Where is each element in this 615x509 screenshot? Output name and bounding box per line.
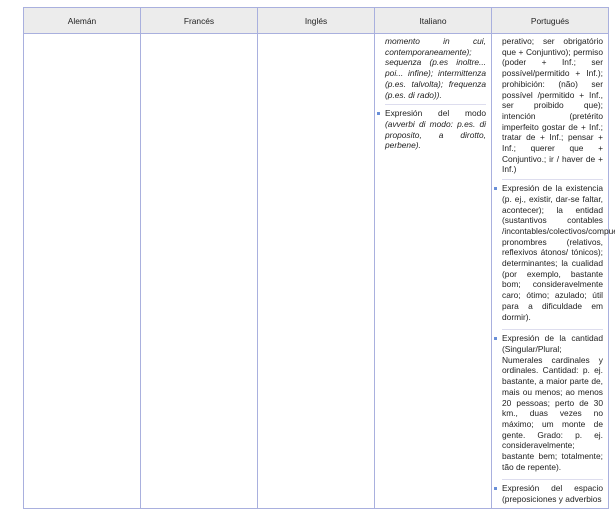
language-table: Alemán Francés Inglés Italiano Portugués…	[23, 7, 615, 509]
cell-italiano: momento in cui, contemporaneamente); seq…	[374, 33, 492, 509]
header-frances: Francés	[140, 7, 258, 34]
cell-aleman	[23, 33, 141, 509]
header-ingles: Inglés	[257, 7, 375, 34]
table-row: momento in cui, contemporaneamente); seq…	[23, 33, 615, 509]
header-row: Alemán Francés Inglés Italiano Portugués	[23, 7, 609, 34]
list-item: Expresión de la existencia (p. ej., exis…	[494, 179, 615, 325]
header-portugues: Portugués	[491, 7, 609, 34]
header-aleman: Alemán	[23, 7, 141, 34]
italiano-continued: momento in cui, contemporaneamente); seq…	[385, 36, 486, 100]
list-item: Expresión de la cantidad (Singular/Plura…	[494, 329, 603, 475]
portugues-continued: perativo; ser obrigatório que + Conjunti…	[502, 36, 603, 175]
header-italiano: Italiano	[374, 7, 492, 34]
cell-portugues: perativo; ser obrigatório que + Conjunti…	[491, 33, 615, 509]
cell-frances	[140, 33, 258, 509]
list-item: Expresión del espacio (preposiciones y a…	[494, 479, 603, 507]
list-item: Expresión del modo (avverbi di modo: p.e…	[377, 104, 486, 154]
cell-ingles	[257, 33, 375, 509]
